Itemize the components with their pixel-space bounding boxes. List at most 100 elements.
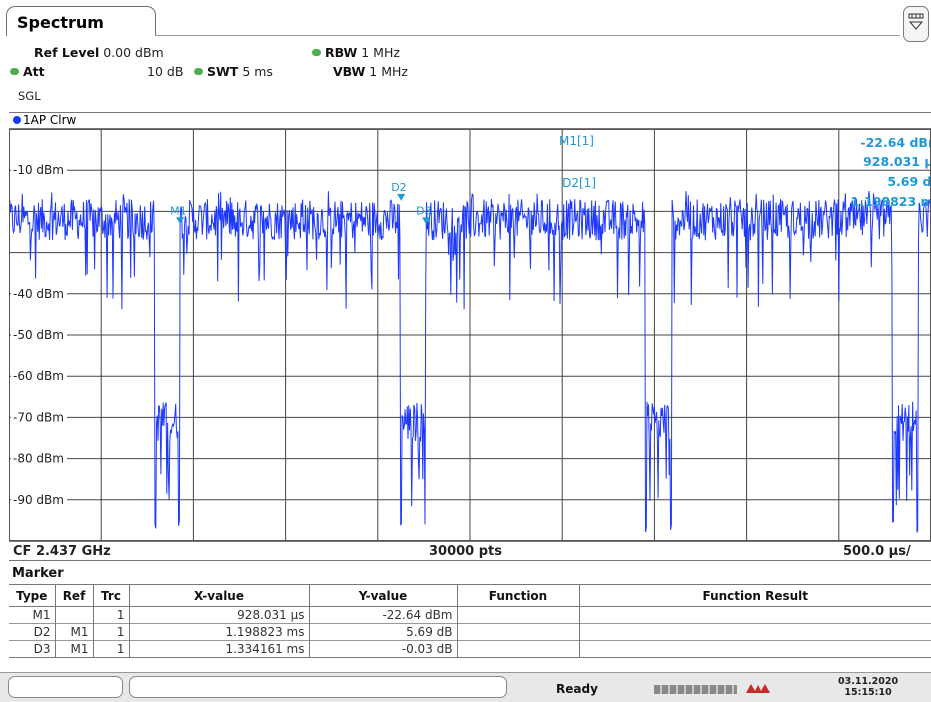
cell-ref (54, 606, 93, 624)
cell-y-value: -22.64 dBm (308, 606, 457, 624)
swt-value: 5 ms (242, 64, 273, 79)
marker-m1-label: M1 (170, 204, 187, 217)
y-tick-label: -50 dBm (13, 328, 64, 342)
cell-trc: 1 (92, 640, 129, 658)
col-ref[interactable]: Ref (54, 584, 93, 607)
swt-label: SWT (207, 64, 239, 79)
spectrum-tab-label: Spectrum (17, 13, 104, 32)
y-axis-labels: -10 dBm -40 dBm -50 dBm -60 dBm -70 dBm -80 d… (11, 162, 67, 507)
table-row[interactable]: D3 M1 1 1.334161 ms -0.03 dB (9, 640, 931, 658)
date-time: 03.11.2020 15:15:10 (838, 676, 898, 698)
status-field-2[interactable] (129, 676, 507, 698)
col-function[interactable]: Function (456, 584, 579, 607)
y-tick-label-bg (11, 368, 67, 384)
swt-setting[interactable]: SWT 5 ms (194, 64, 273, 79)
cell-function-result (578, 606, 931, 624)
table-row[interactable]: D2 M1 1 1.198823 ms 5.69 dB (9, 623, 931, 641)
marker-m1-icon (176, 217, 185, 225)
col-trc[interactable]: Trc (92, 584, 129, 607)
cell-trc: 1 (92, 623, 129, 641)
readout-d2-x: 1.198823 ms (851, 194, 931, 209)
cell-y-value: 5.69 dB (308, 623, 457, 641)
status-ready: Ready (556, 682, 598, 696)
col-x-value[interactable]: X-value (128, 584, 309, 607)
y-tick-label: -10 dBm (13, 163, 64, 177)
trace-color-icon (13, 116, 21, 124)
cell-x-value: 928.031 µs (128, 606, 309, 624)
status-date: 03.11.2020 (838, 676, 899, 687)
readout-m1-label: M1[1] (559, 134, 594, 148)
spectrum-plot[interactable]: -10 dBm -40 dBm -50 dBm -60 dBm -70 dBm -80 d… (9, 129, 931, 541)
cell-function-result (578, 640, 931, 658)
time-per-div: 500.0 µs/ (843, 544, 911, 559)
trace-1-line (9, 190, 931, 533)
sweep-progress-bar (654, 685, 737, 694)
y-tick-label: -60 dBm (13, 369, 64, 383)
rbw-label: RBW (325, 45, 358, 60)
y-tick-label-bg (11, 491, 67, 507)
marker-readout: M1[1] -22.64 dBm 928.031 µs D2[1] 5.69 d… (559, 134, 931, 209)
ref-level-value: 0.00 dBm (103, 45, 164, 60)
att-setting[interactable]: Att (10, 64, 45, 79)
readout-d2-y: 5.69 dB (887, 174, 931, 189)
att-value: 10 dB (147, 64, 184, 79)
cell-x-value: 1.198823 ms (128, 623, 309, 641)
swt-status-icon (194, 68, 203, 75)
tab-divider (155, 35, 900, 36)
ref-level-setting[interactable]: Ref Level 0.00 dBm (34, 45, 164, 60)
cell-function-result (578, 623, 931, 641)
ref-level-label: Ref Level (34, 45, 100, 60)
status-time: 15:15:10 (844, 687, 892, 698)
marker-d2-label: D2 (391, 181, 406, 194)
cell-trc: 1 (92, 606, 129, 624)
cell-y-value: -0.03 dB (308, 640, 457, 658)
center-frequency: CF 2.437 GHz (13, 544, 111, 559)
marker-table-title: Marker (12, 566, 64, 581)
menu-toggle-button[interactable] (903, 6, 929, 42)
y-tick-label-bg (11, 162, 67, 178)
marker-d2-icon (397, 193, 406, 201)
readout-m1-x: 928.031 µs (863, 154, 931, 169)
rbw-value: 1 MHz (361, 45, 400, 60)
brand-logo-icon (746, 684, 770, 693)
y-tick-label: -80 dBm (13, 452, 64, 466)
marker-d3-icon (422, 217, 431, 225)
spectrum-tab[interactable]: Spectrum (6, 6, 156, 36)
col-y-value[interactable]: Y-value (308, 584, 457, 607)
rbw-setting[interactable]: RBW 1 MHz (312, 45, 400, 60)
vbw-label: VBW (333, 64, 366, 79)
plot-grid (9, 129, 931, 541)
sweep-points: 30000 pts (429, 544, 503, 559)
status-field-1[interactable] (8, 676, 123, 698)
att-label: Att (23, 64, 45, 79)
y-tick-label-bg (11, 450, 67, 466)
diagram-footer: CF 2.437 GHz 30000 pts 500.0 µs/ (9, 541, 931, 561)
cell-type: D3 (9, 640, 55, 658)
y-tick-label-bg (11, 327, 67, 342)
menu-toggle-icon (908, 13, 924, 30)
cell-x-value: 1.334161 ms (128, 640, 309, 658)
trace-label: 1AP Clrw (23, 113, 77, 127)
col-type[interactable]: Type (9, 584, 55, 607)
vbw-value: 1 MHz (369, 64, 408, 79)
cell-type: D2 (9, 623, 55, 641)
col-function-result[interactable]: Function Result (578, 584, 931, 607)
cell-ref: M1 (54, 623, 93, 641)
readout-d2-label: D2[1] (562, 176, 596, 190)
cell-function (456, 623, 579, 641)
marker-table-header: Type Ref Trc X-value Y-value Function Fu… (9, 584, 931, 607)
sweep-mode: SGL (18, 89, 41, 103)
y-tick-label: -90 dBm (13, 493, 64, 507)
vbw-setting[interactable]: VBW 1 MHz (333, 64, 408, 79)
trace-label-bar: 1AP Clrw (9, 112, 931, 129)
att-status-icon (10, 68, 19, 75)
cell-function (456, 606, 579, 624)
y-tick-label-bg (11, 409, 67, 425)
table-row[interactable]: M1 1 928.031 µs -22.64 dBm (9, 606, 931, 624)
cell-function (456, 640, 579, 658)
marker-table: Type Ref Trc X-value Y-value Function Fu… (9, 584, 931, 658)
y-tick-label: -40 dBm (13, 287, 64, 301)
rbw-status-icon (312, 49, 321, 56)
plot-markers: M1 D2 D3 (170, 181, 432, 225)
cell-ref: M1 (54, 640, 93, 658)
